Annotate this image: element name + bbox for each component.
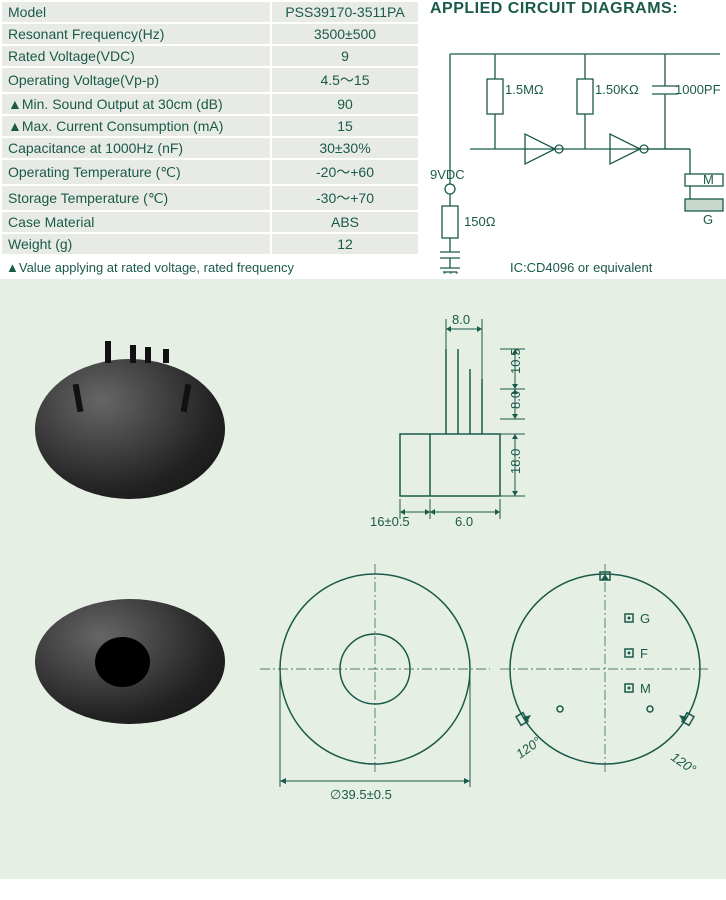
spec-label: ▲Min. Sound Output at 30cm (dB) <box>1 93 271 115</box>
spec-label: Operating Temperature (℃) <box>1 159 271 185</box>
circuit-diagram: 1.5MΩ 1.50KΩ 1000PF 9VDC 150Ω M G IC:CD4… <box>430 24 726 274</box>
spec-value: PSS39170-3511PA <box>271 1 419 23</box>
pin-f-label: F <box>640 646 648 661</box>
product-photo-front <box>35 599 225 724</box>
circuit-r2-label: 1.50KΩ <box>595 82 639 97</box>
spec-row: Case MaterialABS <box>1 211 419 233</box>
circuit-g-label: G <box>703 212 713 227</box>
spec-value: 90 <box>271 93 419 115</box>
dim-pin-h2: 8.0 <box>508 391 523 409</box>
spec-label: Weight (g) <box>1 233 271 255</box>
spec-value: 12 <box>271 233 419 255</box>
spec-label: Capacitance at 1000Hz (nF) <box>1 137 271 159</box>
spec-row: Operating Temperature (℃)-20～+60 <box>1 159 419 185</box>
spec-row: Operating Voltage(Vp-p)4.5～15 <box>1 67 419 93</box>
dim-pin-h1: 10.5 <box>508 349 523 374</box>
pin-m-label: M <box>640 681 651 696</box>
spec-value: ABS <box>271 211 419 233</box>
spec-row: ▲Min. Sound Output at 30cm (dB)90 <box>1 93 419 115</box>
spec-row: Rated Voltage(VDC)9 <box>1 45 419 67</box>
spec-value: 30±30% <box>271 137 419 159</box>
spec-row: Weight (g)12 <box>1 233 419 255</box>
spec-table: ModelPSS39170-3511PAResonant Frequency(H… <box>0 0 420 256</box>
product-photo-top <box>35 359 225 499</box>
spec-value: 3500±500 <box>271 23 419 45</box>
spec-row: Resonant Frequency(Hz)3500±500 <box>1 23 419 45</box>
dim-base-w: 6.0 <box>455 514 473 529</box>
front-circle-drawing: ∅39.5±0.5 <box>260 559 490 809</box>
dim-body-w: 16±0.5 <box>370 514 410 529</box>
spec-label: Operating Voltage(Vp-p) <box>1 67 271 93</box>
spec-note: ▲Value applying at rated voltage, rated … <box>0 256 420 279</box>
circuit-ic-label: IC:CD4096 or equivalent <box>510 260 653 274</box>
circuit-vdc-label: 9VDC <box>430 167 465 182</box>
dim-diameter: ∅39.5±0.5 <box>330 787 392 802</box>
spec-value: -30～+70 <box>271 185 419 211</box>
spec-label: ▲Max. Current Consumption (mA) <box>1 115 271 137</box>
pin-g-label: G <box>640 611 650 626</box>
circuit-r1-label: 1.5MΩ <box>505 82 544 97</box>
dim-body-h: 18.0 <box>508 449 523 474</box>
spec-value: 15 <box>271 115 419 137</box>
pin-layout-drawing: G F M 120° 120° <box>490 559 720 809</box>
spec-row: ModelPSS39170-3511PA <box>1 1 419 23</box>
circuit-r3-label: 150Ω <box>464 214 496 229</box>
circuit-title: APPLIED CIRCUIT DIAGRAMS: <box>430 0 726 18</box>
spec-row: ▲Max. Current Consumption (mA)15 <box>1 115 419 137</box>
spec-label: Case Material <box>1 211 271 233</box>
circuit-c1-label: 1000PF <box>675 82 721 97</box>
spec-table-container: ModelPSS39170-3511PAResonant Frequency(H… <box>0 0 420 279</box>
top-section: ModelPSS39170-3511PAResonant Frequency(H… <box>0 0 726 279</box>
side-dimension-drawing: 8.0 10.5 8.0 18.0 16±0.5 6.0 <box>370 294 580 534</box>
circuit-m-label: M <box>703 172 714 187</box>
spec-label: Model <box>1 1 271 23</box>
spec-row: Capacitance at 1000Hz (nF)30±30% <box>1 137 419 159</box>
spec-label: Rated Voltage(VDC) <box>1 45 271 67</box>
dim-angle-right: 120° <box>668 749 699 777</box>
drawings-section: 8.0 10.5 8.0 18.0 16±0.5 6.0 <box>0 279 726 879</box>
spec-row: Storage Temperature (℃)-30～+70 <box>1 185 419 211</box>
circuit-diagram-area: APPLIED CIRCUIT DIAGRAMS: <box>420 0 726 279</box>
spec-label: Storage Temperature (℃) <box>1 185 271 211</box>
spec-value: -20～+60 <box>271 159 419 185</box>
dim-top-width: 8.0 <box>452 312 470 327</box>
spec-label: Resonant Frequency(Hz) <box>1 23 271 45</box>
spec-value: 9 <box>271 45 419 67</box>
spec-value: 4.5～15 <box>271 67 419 93</box>
